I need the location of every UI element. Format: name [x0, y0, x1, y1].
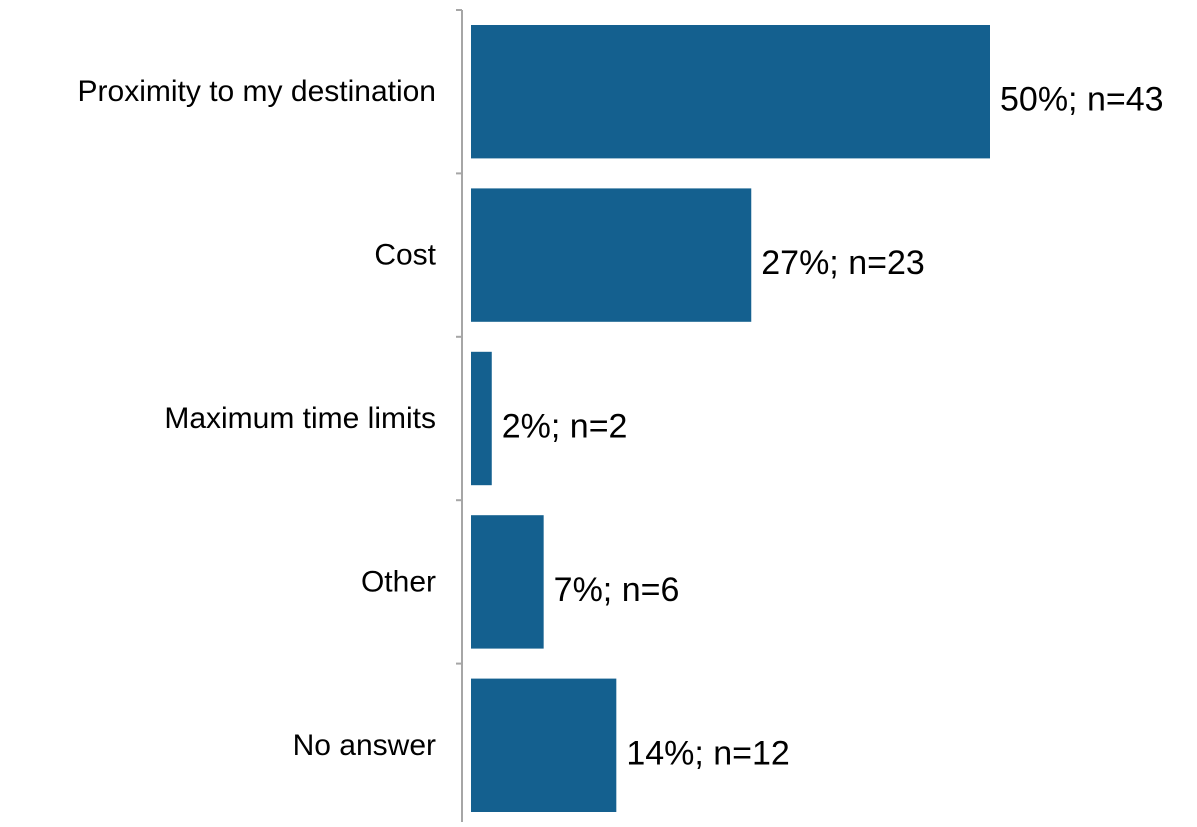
bar [471, 351, 492, 486]
category-label: No answer [293, 729, 436, 762]
bar [471, 25, 990, 159]
bar [471, 188, 752, 322]
data-label: 2%; n=2 [502, 408, 628, 446]
category-label: Other [361, 565, 436, 598]
labels-layer: Proximity to my destination 50%; n=43 Cost… [78, 75, 1164, 772]
bars-layer [471, 25, 990, 812]
category-axis [456, 9, 463, 827]
bar [471, 515, 544, 649]
data-label: 7%; n=6 [554, 571, 680, 609]
category-label: Cost [374, 239, 436, 272]
category-label: Proximity to my destination [78, 75, 436, 108]
data-label: 50%; n=43 [1000, 81, 1164, 119]
category-label: Maximum time limits [164, 402, 436, 435]
data-label: 14%; n=12 [626, 734, 790, 772]
bar [471, 678, 617, 812]
data-label: 27%; n=23 [761, 244, 925, 282]
